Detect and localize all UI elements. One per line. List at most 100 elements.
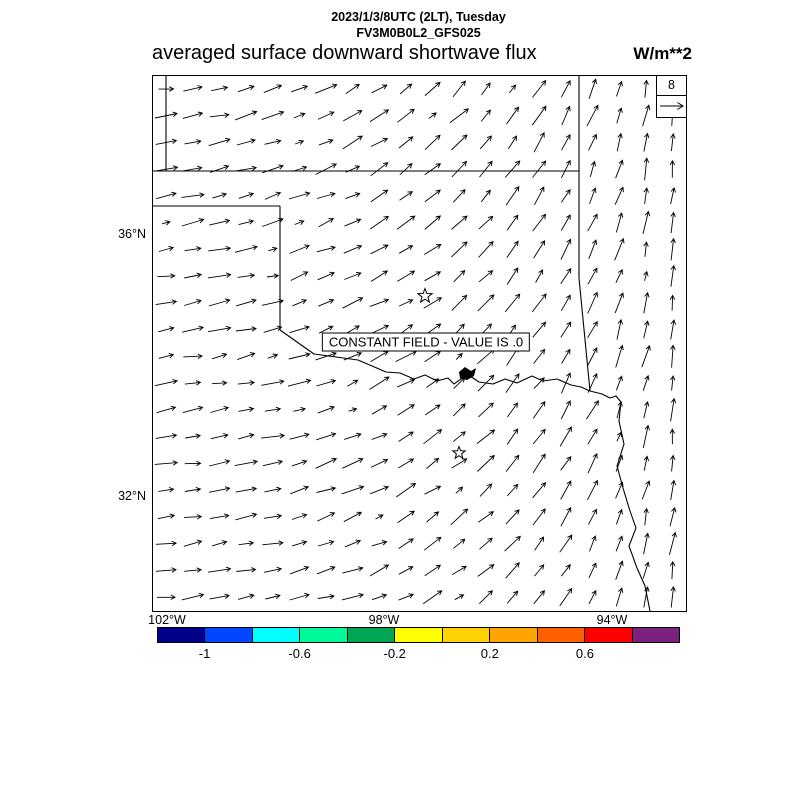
wind-arrow [616, 318, 623, 340]
wind-arrow [506, 590, 519, 604]
wind-arrow [669, 159, 676, 178]
wind-arrow [559, 426, 572, 447]
wind-arrow [641, 480, 651, 500]
wind-arrow [398, 458, 415, 469]
map-plot-area: CONSTANT FIELD - VALUE IS .0 8 [152, 75, 687, 612]
title-row: averaged surface downward shortwave flux… [152, 42, 692, 65]
wind-arrow [316, 379, 337, 387]
wind-arrow [261, 433, 286, 439]
wind-arrow [211, 380, 228, 386]
wind-arrow [238, 219, 255, 226]
constant-field-label: CONSTANT FIELD - VALUE IS .0 [321, 332, 531, 352]
wind-arrow [292, 299, 308, 307]
wind-arrow [560, 564, 571, 577]
wind-arrow [670, 344, 676, 368]
wind-arrow [181, 218, 205, 227]
wind-arrow [614, 237, 625, 261]
wind-arrow [615, 535, 624, 552]
wind-arrow [371, 84, 388, 94]
wind-arrow [264, 406, 282, 413]
wind-arrow [533, 348, 546, 364]
wind-arrow [532, 321, 547, 338]
wind-arrow [262, 459, 284, 467]
wind-arrow [532, 160, 547, 178]
wind-arrow [453, 269, 466, 283]
wind-arrow [504, 535, 521, 552]
wind-arrow [453, 538, 466, 549]
wind-arrow [396, 482, 417, 498]
wind-arrow [369, 564, 390, 577]
colorbar-labels: -1 -0.6 -0.2 0.2 0.6 [157, 646, 680, 664]
wind-arrow [371, 540, 388, 547]
wind-arrow [155, 567, 177, 573]
wind-arrow [643, 532, 650, 555]
wind-arrow [505, 373, 520, 393]
wind-arrow [345, 325, 360, 334]
wind-arrow [478, 590, 493, 605]
wind-arrow [423, 429, 443, 445]
wind-arrow [343, 244, 363, 254]
wind-arrow [294, 139, 305, 145]
wind-arrow [560, 455, 572, 471]
wind-arrow [263, 566, 283, 573]
wind-arrow [643, 270, 649, 281]
wind-arrow [182, 405, 204, 414]
wind-arrow [235, 165, 258, 172]
wind-arrow [182, 111, 204, 119]
wind-arrow [289, 432, 310, 440]
wind-arrow [371, 432, 388, 440]
vector-map-canvas [153, 76, 677, 611]
wind-arrow [161, 220, 171, 226]
wind-arrow [235, 298, 257, 307]
wind-arrow [291, 84, 309, 93]
wind-arrow [423, 536, 442, 551]
wind-arrow [211, 85, 229, 92]
wind-arrow [535, 269, 544, 283]
wind-arrow [589, 187, 597, 205]
wind-arrow [262, 540, 284, 546]
wind-arrow [318, 138, 334, 146]
wind-arrow [615, 268, 623, 283]
wind-arrow [560, 214, 571, 231]
wind-arrow [561, 105, 571, 126]
wind-arrow [208, 566, 232, 573]
lat-tick-label: 32°N [118, 489, 146, 503]
wind-arrow [263, 513, 283, 519]
wind-arrow [589, 160, 597, 178]
wind-arrow [533, 589, 545, 605]
datetime-title: 2023/1/3/8UTC (2LT), Tuesday [331, 10, 506, 24]
wind-arrow [237, 272, 256, 279]
wind-arrow [587, 267, 598, 285]
colorbar-label: -1 [198, 646, 211, 661]
wind-arrow [370, 162, 389, 177]
wind-arrow [531, 105, 547, 126]
wind-arrow [317, 540, 335, 547]
wind-arrow [294, 219, 305, 225]
wind-arrow [587, 291, 598, 314]
wind-arrow [370, 137, 389, 147]
wind-arrow [183, 165, 203, 172]
wind-arrow [586, 400, 599, 420]
colorbar-segment [205, 628, 253, 642]
wind-arrow [423, 297, 443, 309]
wind-arrow [395, 350, 417, 363]
wind-arrow [398, 431, 414, 442]
lat-tick-label: 36°N [118, 227, 146, 241]
wind-arrow [641, 344, 651, 368]
wind-arrow [315, 163, 338, 175]
wind-arrow [670, 585, 676, 608]
wind-arrow [589, 535, 597, 552]
wind-arrow [316, 486, 337, 493]
wind-arrow [670, 237, 676, 261]
wind-arrow [369, 109, 390, 122]
wind-arrow [588, 239, 598, 260]
wind-arrow [397, 270, 416, 282]
wind-arrow [155, 191, 177, 200]
wind-arrow [587, 479, 598, 501]
wind-arrow [587, 320, 598, 339]
wind-arrow [424, 81, 441, 96]
wind-arrow [479, 160, 493, 178]
wind-arrow [183, 514, 203, 520]
wind-arrow [670, 133, 676, 152]
colorbar-segment [537, 628, 586, 642]
